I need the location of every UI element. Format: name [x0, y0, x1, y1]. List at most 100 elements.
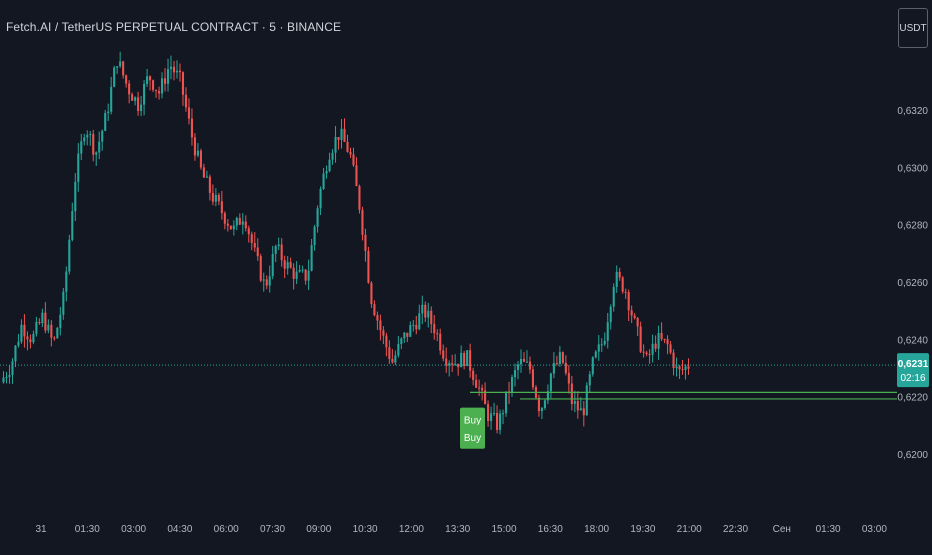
candle-body — [370, 282, 373, 305]
candle-body — [684, 366, 687, 370]
candle-body — [265, 279, 268, 286]
buy-marker[interactable] — [460, 424, 485, 449]
candle-body — [328, 159, 331, 172]
time-tick-label: 04:30 — [167, 524, 192, 535]
candle-body — [424, 304, 427, 318]
candle-body — [2, 377, 5, 383]
candle-body — [391, 358, 394, 363]
candle-body — [493, 413, 496, 415]
candle-body — [490, 413, 493, 421]
candle-body — [433, 324, 436, 334]
candle-body — [642, 351, 645, 353]
price-axis[interactable]: 0,6320 0,6300 0,6280 0,6260 0,6240 0,6220 0,62… — [897, 106, 928, 461]
candle-body — [313, 226, 316, 246]
candle-body — [149, 76, 152, 81]
candle-body — [376, 315, 379, 321]
candle-body — [660, 332, 663, 339]
candle-body — [119, 61, 122, 67]
candle-body — [454, 363, 457, 365]
candle-body — [675, 366, 678, 369]
time-tick-label: 12:00 — [399, 524, 424, 535]
candle-body — [289, 262, 292, 268]
candle-body — [92, 133, 95, 155]
candle-body — [337, 136, 340, 140]
candle-body — [134, 97, 137, 101]
candle-body — [283, 260, 286, 269]
candle-body — [442, 350, 445, 359]
candle-body — [472, 370, 475, 380]
time-tick-label: 01:30 — [75, 524, 100, 535]
candle-body — [250, 234, 253, 243]
candle-body — [17, 341, 20, 346]
candle-body — [47, 324, 50, 331]
candle-body — [663, 338, 666, 340]
candle-body — [576, 401, 579, 411]
candle-body — [41, 312, 44, 324]
candle-body — [364, 234, 367, 251]
candle-body — [388, 347, 391, 359]
candle-body — [143, 83, 146, 105]
candle-body — [175, 70, 179, 73]
candle-body — [23, 324, 26, 337]
time-tick-label: 13:30 — [445, 524, 470, 535]
candle-body — [35, 322, 38, 334]
time-axis[interactable]: 31 01:30 03:00 04:30 06:00 07:30 09:00 10:30 12:… — [35, 524, 887, 535]
candle-body — [361, 209, 364, 235]
candle-body — [609, 306, 612, 323]
candle-body — [687, 366, 690, 369]
candle-body — [226, 223, 229, 226]
candle-body — [334, 136, 337, 153]
currency-button[interactable]: USDT — [898, 8, 928, 48]
candle-body — [379, 320, 382, 331]
price-tick-label: 0,6300 — [897, 163, 928, 174]
candle-body — [8, 374, 11, 378]
candle-body — [409, 325, 412, 337]
candle-body — [403, 332, 406, 339]
price-tick-label: 0,6220 — [897, 393, 928, 404]
candle-body — [244, 221, 247, 229]
candle-body — [618, 271, 621, 278]
candle-body — [26, 336, 29, 340]
candle-body — [5, 377, 8, 379]
candle-body — [295, 271, 298, 279]
time-tick-label: 07:30 — [260, 524, 285, 535]
candle-body — [528, 361, 532, 370]
time-tick-label: 15:00 — [491, 524, 516, 535]
time-tick-label: 19:30 — [630, 524, 655, 535]
time-tick-label: 22:30 — [723, 524, 748, 535]
candlestick-series — [2, 51, 690, 435]
candle-body — [349, 151, 352, 155]
candle-body — [319, 188, 322, 209]
time-tick-label: 10:30 — [353, 524, 378, 535]
candle-body — [157, 90, 161, 94]
candle-body — [394, 355, 397, 363]
candle-body — [540, 408, 543, 412]
candle-body — [564, 362, 567, 374]
candle-body — [645, 352, 648, 355]
candle-body — [340, 128, 343, 140]
candle-body — [436, 333, 439, 335]
candle-body — [346, 141, 349, 152]
candle-body — [385, 335, 388, 348]
candle-body — [355, 165, 358, 187]
candle-body — [202, 167, 205, 178]
candle-body — [469, 350, 472, 371]
candle-body — [582, 408, 585, 416]
candle-body — [331, 152, 334, 160]
candle-body — [430, 310, 433, 325]
candle-body — [172, 66, 176, 73]
candle-body — [238, 217, 241, 225]
candle-body — [307, 270, 310, 281]
candle-body — [104, 112, 107, 131]
candle-body — [630, 310, 633, 316]
price-tick-label: 0,6200 — [897, 450, 928, 461]
candle-body — [519, 358, 523, 365]
candle-body — [53, 337, 56, 339]
candle-body — [241, 221, 244, 225]
candle-body — [400, 338, 403, 344]
candle-body — [50, 324, 53, 338]
candle-body — [603, 340, 606, 345]
price-tick-label: 0,6280 — [897, 221, 928, 232]
